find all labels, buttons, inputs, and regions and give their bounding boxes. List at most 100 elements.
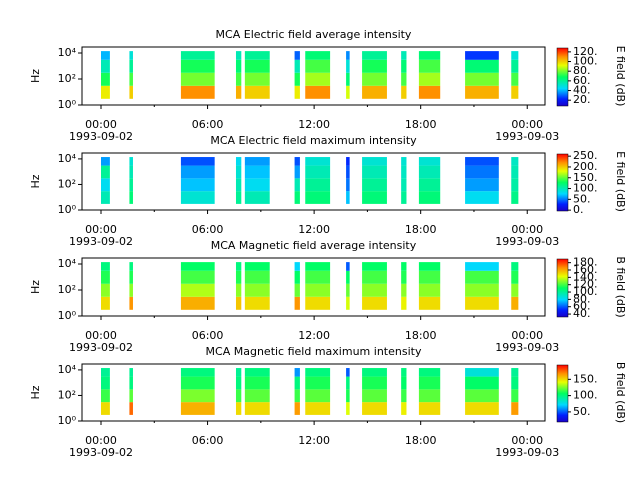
- spectrogram-cell: [305, 178, 331, 192]
- spectrogram-cell: [511, 296, 519, 310]
- colorbar-tick-label: 80.: [573, 292, 591, 305]
- spectrogram-cell: [362, 283, 387, 297]
- spectrogram-cell: [244, 191, 270, 204]
- spectrogram-cell: [465, 389, 499, 403]
- y-axis-label: Hz: [29, 280, 42, 294]
- x-tick-label: 00:00: [511, 118, 543, 131]
- spectrogram-cell: [180, 283, 215, 297]
- spectrogram-cell: [305, 296, 331, 310]
- spectrogram-cell: [465, 270, 499, 284]
- spectrogram-cell: [180, 165, 215, 179]
- spectrogram-cell: [294, 72, 300, 86]
- y-tick-label: 10⁴: [58, 46, 77, 59]
- colorbar-tick-label: 60.: [573, 74, 591, 87]
- panel-title: MCA Magnetic field maximum intensity: [206, 345, 422, 358]
- spectrogram-cell: [305, 59, 331, 73]
- spectrogram-cell: [244, 72, 270, 86]
- spectrogram-cell: [362, 72, 387, 86]
- panel-title: MCA Magnetic field average intensity: [211, 239, 417, 252]
- colorbar-tick-label: 50.: [573, 192, 591, 205]
- spectrogram-cell: [401, 368, 407, 377]
- x-date-label: 1993-09-03: [495, 130, 559, 143]
- spectrogram-cell: [418, 296, 441, 310]
- colorbar-tick-label: 40.: [573, 84, 591, 97]
- spectrogram-cell: [180, 402, 215, 415]
- spectrogram-cell: [346, 270, 350, 284]
- spectrogram-cell: [235, 283, 242, 297]
- spectrogram-cell: [418, 262, 441, 271]
- spectrogram-cell: [180, 51, 215, 60]
- spectrogram-cell: [244, 368, 270, 377]
- x-date-label: 1993-09-02: [69, 235, 133, 248]
- spectrogram-cell: [244, 165, 270, 179]
- colorbar-tick-label: 50.: [573, 405, 591, 418]
- colorbar-tick-label: 250.: [573, 149, 598, 162]
- x-tick-label: 06:00: [192, 223, 224, 236]
- spectrogram-cell: [305, 389, 331, 403]
- x-tick-label: 12:00: [298, 329, 330, 342]
- y-axis-label: Hz: [29, 174, 42, 188]
- x-tick-label: 00:00: [85, 118, 117, 131]
- spectrogram-cell: [294, 402, 300, 415]
- x-date-label: 1993-09-02: [69, 446, 133, 459]
- colorbar-tick-label: 60.: [573, 300, 591, 313]
- x-tick-label: 06:00: [192, 434, 224, 447]
- spectrogram-cell: [418, 165, 441, 179]
- colorbar-tick-label: 100.: [573, 285, 598, 298]
- spectrogram-cell: [244, 376, 270, 390]
- spectrogram-cell: [401, 165, 407, 179]
- x-tick-label: 18:00: [405, 329, 437, 342]
- spectrogram-cell: [101, 296, 110, 310]
- spectrogram-cell: [418, 85, 441, 99]
- spectrogram-cell: [401, 296, 407, 310]
- spectrogram-cell: [511, 85, 519, 99]
- spectrogram-cell: [401, 402, 407, 415]
- colorbar-label: B field (dB): [614, 362, 627, 423]
- spectrogram-cell: [362, 296, 387, 310]
- spectrogram-cell: [101, 85, 110, 99]
- spectrogram-cell: [129, 85, 133, 99]
- spectrogram-cell: [418, 51, 441, 60]
- x-tick-label: 06:00: [192, 118, 224, 131]
- x-date-label: 1993-09-02: [69, 341, 133, 354]
- colorbar-tick-label: 180.: [573, 256, 598, 269]
- spectrogram-cell: [511, 51, 519, 60]
- spectrogram-cell: [294, 59, 300, 73]
- spectrogram-cell: [346, 376, 350, 390]
- spectrogram-cell: [101, 262, 110, 271]
- spectrogram-cell: [294, 178, 300, 192]
- colorbar: [556, 364, 569, 423]
- spectrogram-cell: [465, 59, 499, 73]
- spectrogram-cell: [101, 270, 110, 284]
- x-tick-label: 18:00: [405, 223, 437, 236]
- spectrogram-cell: [101, 72, 110, 86]
- spectrogram-cell: [401, 270, 407, 284]
- y-tick-label: 10⁴: [58, 363, 77, 376]
- spectrogram-cell: [180, 389, 215, 403]
- spectrogram-cell: [101, 191, 110, 204]
- spectrogram-cell: [129, 157, 133, 166]
- colorbar: [556, 153, 569, 212]
- spectrogram-cell: [294, 270, 300, 284]
- spectrogram-cell: [511, 283, 519, 297]
- x-tick-label: 12:00: [298, 434, 330, 447]
- spectrogram-cell: [362, 178, 387, 192]
- spectrogram-cell: [101, 165, 110, 179]
- spectrogram-cell: [294, 157, 300, 166]
- spectrogram-cell: [101, 376, 110, 390]
- x-tick-label: 00:00: [85, 223, 117, 236]
- spectrogram-cell: [244, 178, 270, 192]
- spectrogram-cell: [244, 402, 270, 415]
- spectrogram-cell: [346, 85, 350, 99]
- x-date-label: 1993-09-03: [495, 446, 559, 459]
- colorbar-tick-label: 140.: [573, 270, 598, 283]
- spectrogram-cell: [180, 376, 215, 390]
- spectrogram-cell: [362, 389, 387, 403]
- spectrogram-cell: [401, 389, 407, 403]
- spectrogram-cell: [401, 262, 407, 271]
- spectrogram-cell: [235, 191, 242, 204]
- spectrogram-cell: [418, 402, 441, 415]
- spectrogram-cell: [101, 389, 110, 403]
- spectrogram-cell: [511, 262, 519, 271]
- spectrogram-cell: [465, 157, 499, 166]
